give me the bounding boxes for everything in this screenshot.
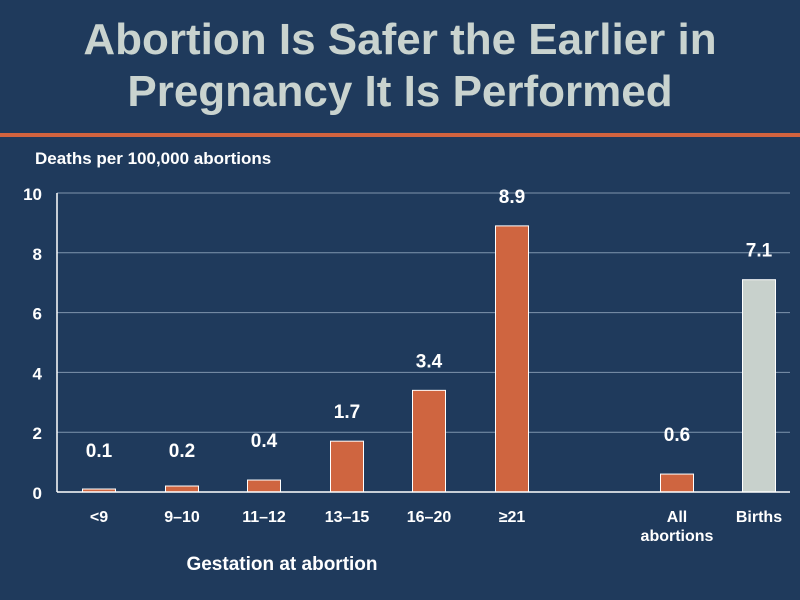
x-tick-label: 13–15	[325, 509, 370, 526]
value-label: 8.9	[499, 187, 525, 208]
x-tick-label: 9–10	[164, 509, 200, 526]
y-tick-label: 8	[33, 245, 42, 264]
bars	[82, 225, 776, 493]
x-tick-labels: <9 9–10 11–12 13–15 16–20 ≥21 All abortions Birt…	[90, 509, 782, 545]
value-label: 0.1	[86, 441, 113, 462]
y-tick-label: 6	[33, 305, 42, 324]
bar	[660, 473, 694, 493]
value-label: 7.1	[746, 241, 773, 262]
bar	[165, 485, 199, 493]
value-labels: 0.1 0.2 0.4 1.7 3.4 8.9 0.6 7.1	[86, 187, 773, 462]
y-tick-label: 0	[33, 484, 42, 503]
x-tick-label: ≥21	[499, 509, 526, 526]
value-label: 0.6	[664, 425, 690, 446]
value-label: 3.4	[416, 351, 443, 372]
bar	[742, 279, 776, 493]
title-divider	[0, 133, 800, 137]
value-label: 1.7	[334, 402, 360, 423]
slide-title: Abortion Is Safer the Earlier in Pregnan…	[0, 14, 800, 118]
y-tick-label: 10	[23, 185, 42, 204]
y-tick-label: 2	[33, 424, 42, 443]
value-label: 0.2	[169, 441, 195, 462]
title-line-2: Pregnancy It Is Performed	[127, 67, 673, 116]
gridlines	[57, 192, 790, 433]
x-axis-label: Gestation at abortion	[186, 554, 377, 575]
y-axis-label: Deaths per 100,000 abortions	[35, 149, 271, 168]
y-tick-label: 4	[33, 364, 43, 383]
x-tick-label: 11–12	[242, 509, 286, 526]
x-tick-label: All abortions	[641, 509, 714, 545]
bar	[330, 440, 364, 493]
title-line-1: Abortion Is Safer the Earlier in	[83, 15, 717, 64]
bar	[412, 389, 446, 493]
x-tick-label: 16–20	[407, 509, 452, 526]
bar	[247, 479, 281, 493]
bar	[495, 225, 529, 493]
y-tick-labels: 0 2 4 6 8 10	[23, 185, 42, 503]
x-tick-label: Births	[736, 509, 782, 526]
x-tick-label: <9	[90, 509, 108, 526]
value-label: 0.4	[251, 431, 278, 452]
